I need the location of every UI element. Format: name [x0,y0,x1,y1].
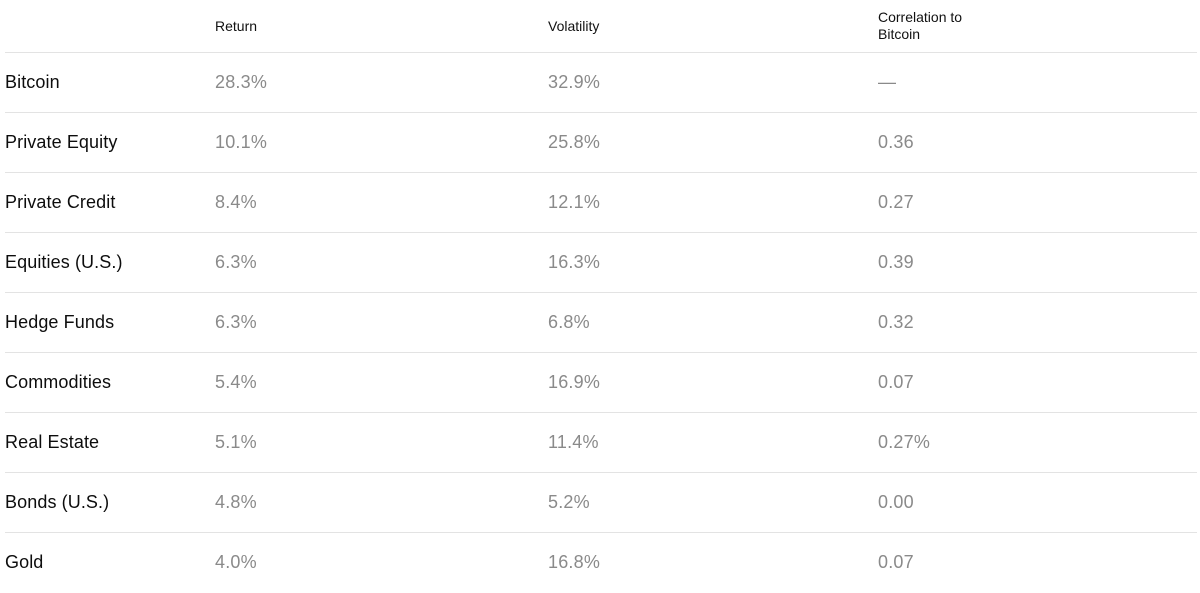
return-value: 5.4% [215,372,257,392]
return-value: 10.1% [215,132,268,152]
volatility-value: 32.9% [548,72,601,92]
asset-name: Hedge Funds [5,312,115,332]
correlation-value: 0.27 [878,192,914,212]
volatility-value: 25.8% [548,132,601,152]
correlation-value: 0.27% [878,432,931,452]
table-row: Bonds (U.S.) 4.8% 5.2% 0.00 [5,472,1197,532]
asset-name: Private Equity [5,132,118,152]
return-value: 6.3% [215,252,257,272]
table-row: Gold 4.0% 16.8% 0.07 [5,532,1197,592]
asset-name: Equities (U.S.) [5,252,123,272]
table-header-row: Return Volatility Correlation to Bitcoin [5,0,1197,52]
asset-name: Bonds (U.S.) [5,492,110,512]
correlation-value: 0.07 [878,552,914,572]
volatility-value: 16.8% [548,552,601,572]
volatility-value: 12.1% [548,192,601,212]
table-row: Equities (U.S.) 6.3% 16.3% 0.39 [5,232,1197,292]
asset-name: Private Credit [5,192,116,212]
return-value: 4.8% [215,492,257,512]
correlation-value: 0.07 [878,372,914,392]
asset-name: Bitcoin [5,72,60,92]
volatility-value: 6.8% [548,312,590,332]
volatility-value: 5.2% [548,492,590,512]
table-row: Private Credit 8.4% 12.1% 0.27 [5,172,1197,232]
correlation-value: 0.32 [878,312,914,332]
table-row: Real Estate 5.1% 11.4% 0.27% [5,412,1197,472]
table-row: Bitcoin 28.3% 32.9% — [5,52,1197,112]
volatility-value: 16.3% [548,252,601,272]
column-header-volatility: Volatility [548,17,600,34]
asset-name: Real Estate [5,432,100,452]
table-row: Hedge Funds 6.3% 6.8% 0.32 [5,292,1197,352]
volatility-value: 11.4% [548,432,599,452]
return-value: 4.0% [215,552,257,572]
return-value: 28.3% [215,72,268,92]
volatility-value: 16.9% [548,372,601,392]
table-row: Commodities 5.4% 16.9% 0.07 [5,352,1197,412]
correlation-value: 0.39 [878,252,914,272]
column-header-return: Return [215,17,258,34]
correlation-value: 0.00 [878,492,914,512]
table-body: Bitcoin 28.3% 32.9% — Private Equity 10.… [5,52,1197,592]
column-header-correlation: Correlation to Bitcoin [878,9,963,42]
return-value: 6.3% [215,312,257,332]
asset-name: Commodities [5,372,112,392]
asset-name: Gold [5,552,44,572]
table-row: Private Equity 10.1% 25.8% 0.36 [5,112,1197,172]
correlation-value: 0.36 [878,132,914,152]
return-value: 8.4% [215,192,257,212]
return-value: 5.1% [215,432,257,452]
correlation-value: — [878,72,897,92]
